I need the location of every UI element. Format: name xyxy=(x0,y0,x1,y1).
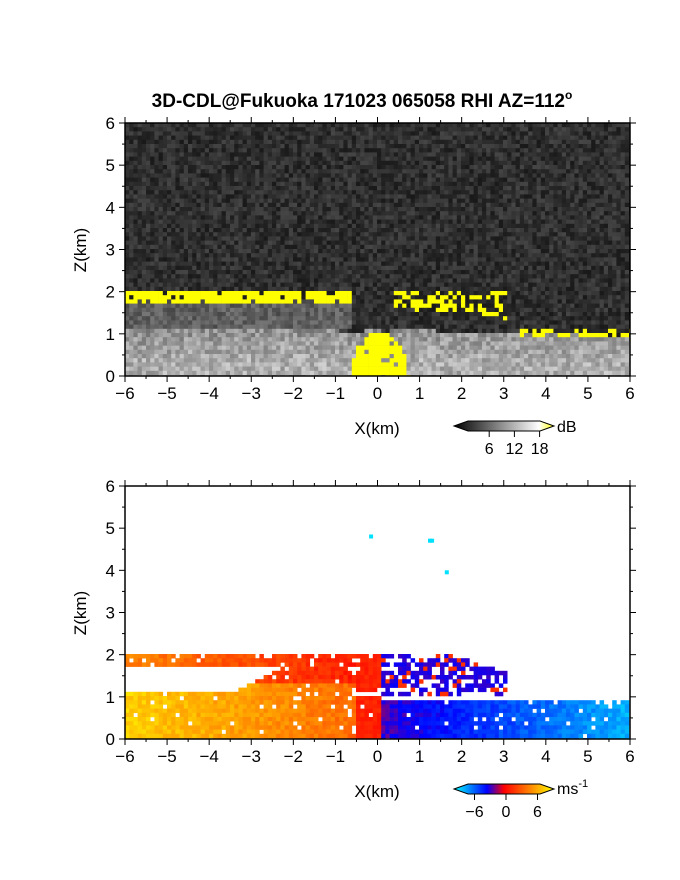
velocity-ytick-label: 1 xyxy=(106,688,115,707)
velocity-xtick-label: 4 xyxy=(541,747,550,766)
velocity-panel: −6 −5 −4 −3 −2 −1 0 1 2 3 4 5 6 0 1 2 3 4 5 6 X(km) Z(km) −… xyxy=(71,477,636,821)
velocity-colorbar: −6 0 6 ms-1 xyxy=(452,778,588,821)
snr-xtick-label: 3 xyxy=(499,384,508,403)
snr-xtick-label: −5 xyxy=(157,384,176,403)
snr-colorbar: 6 12 18 dB xyxy=(452,419,577,458)
snr-xtick-label: −6 xyxy=(115,384,134,403)
snr-xtick-label: −2 xyxy=(284,384,303,403)
snr-xtick-label: 0 xyxy=(373,384,382,403)
velocity-ytick-label: 2 xyxy=(106,646,115,665)
snr-xtick-label: −1 xyxy=(326,384,345,403)
velocity-ytick-label: 3 xyxy=(106,604,115,623)
velocity-xtick-label: 0 xyxy=(373,747,382,766)
chart-title: 3D-CDL@Fukuoka 171023 065058 RHI AZ=112o xyxy=(152,88,573,112)
snr-ytick-label: 2 xyxy=(106,283,115,302)
colorbar-tick-label: 0 xyxy=(502,804,511,821)
velocity-ytick-label: 0 xyxy=(106,730,115,749)
velocity-xtick-label: −4 xyxy=(199,747,218,766)
velocity-xtick-label: 3 xyxy=(499,747,508,766)
velocity-xtick-label: −2 xyxy=(284,747,303,766)
colorbar-tick-label: 6 xyxy=(485,441,494,458)
snr-xtick-label: 4 xyxy=(541,384,550,403)
velocity-xtick-label: 6 xyxy=(625,747,634,766)
velocity-xtick-label: −5 xyxy=(157,747,176,766)
velocity-xtick-label: −3 xyxy=(242,747,261,766)
snr-xtick-label: 5 xyxy=(583,384,592,403)
velocity-xlabel: X(km) xyxy=(354,782,399,801)
snr-xlabel: X(km) xyxy=(354,419,399,438)
colorbar-tick-label: −6 xyxy=(465,804,483,821)
velocity-ylabel: Z(km) xyxy=(71,591,90,635)
snr-ytick-label: 1 xyxy=(106,325,115,344)
velocity-ytick-label: 4 xyxy=(106,561,115,580)
snr-ytick-label: 4 xyxy=(106,198,115,217)
velocity-xtick-label: 2 xyxy=(457,747,466,766)
velocity-heatmap-cells xyxy=(125,534,630,739)
velocity-xtick-label: 1 xyxy=(415,747,424,766)
velocity-xtick-label: 5 xyxy=(583,747,592,766)
snr-colorbar-bar xyxy=(452,420,556,432)
velocity-ytick-label: 6 xyxy=(106,477,115,496)
colorbar-tick-label: 12 xyxy=(506,441,524,458)
snr-xtick-label: 1 xyxy=(415,384,424,403)
snr-colorbar-unit: dB xyxy=(557,419,577,436)
snr-ylabel: Z(km) xyxy=(71,228,90,272)
colorbar-tick-label: 6 xyxy=(533,804,542,821)
snr-heatmap-cells xyxy=(125,123,630,376)
velocity-colorbar-bar xyxy=(452,783,556,795)
colorbar-tick-label: 18 xyxy=(531,441,549,458)
snr-ytick-label: 6 xyxy=(106,114,115,133)
velocity-xtick-label: −6 xyxy=(115,747,134,766)
velocity-xtick-label: −1 xyxy=(326,747,345,766)
snr-ytick-label: 5 xyxy=(106,156,115,175)
velocity-axes: −6 −5 −4 −3 −2 −1 0 1 2 3 4 5 6 0 1 2 3 4 5 6 xyxy=(106,477,636,766)
snr-xtick-label: 6 xyxy=(625,384,634,403)
velocity-colorbar-unit: ms-1 xyxy=(557,778,588,798)
snr-ytick-label: 3 xyxy=(106,241,115,260)
velocity-ytick-label: 5 xyxy=(106,519,115,538)
snr-xtick-label: 2 xyxy=(457,384,466,403)
snr-axes: −6 −5 −4 −3 −2 −1 0 1 2 3 4 5 6 0 1 2 3 4 5 6 xyxy=(106,114,636,403)
snr-xtick-label: −4 xyxy=(199,384,218,403)
snr-xtick-label: −3 xyxy=(242,384,261,403)
snr-ytick-label: 0 xyxy=(106,367,115,386)
